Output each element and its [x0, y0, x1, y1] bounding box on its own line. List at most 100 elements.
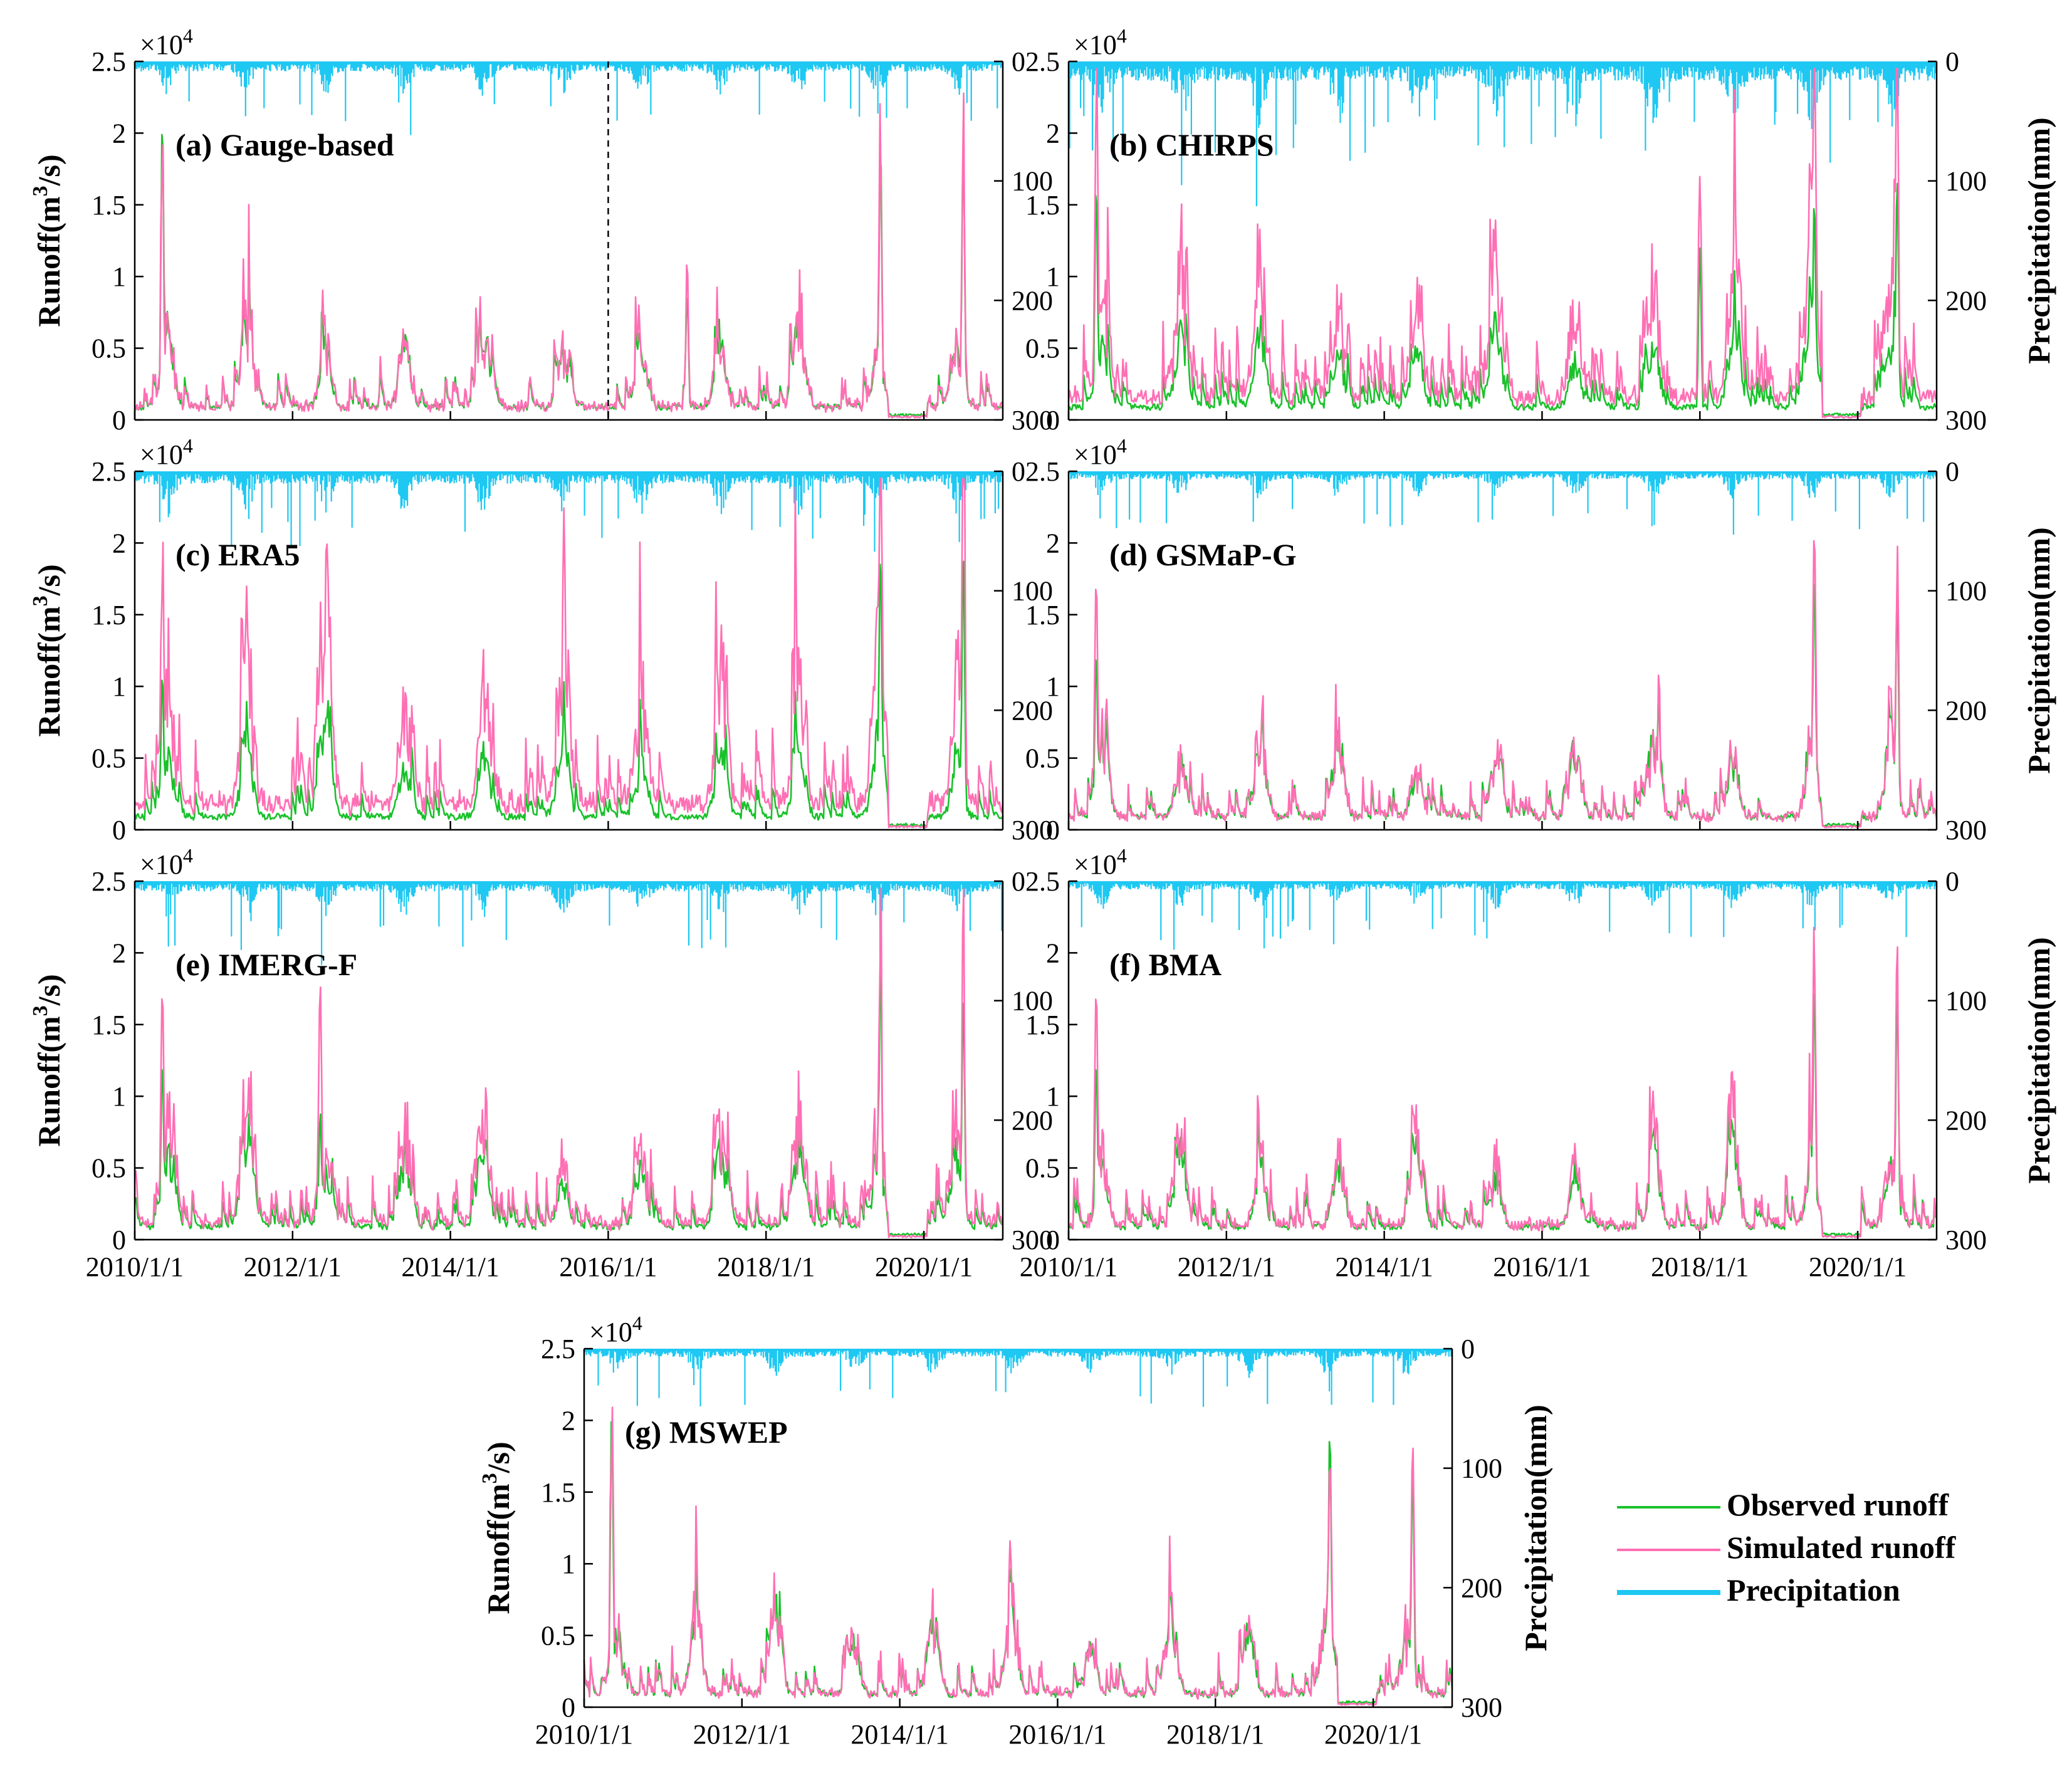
panel-6: 0 0.5 1 1.5 2 2.5 0 100 200 300 2010/1/1 2012/1/1 20…	[478, 1312, 1553, 1750]
x-tick-label: 2010/1/1	[1020, 1252, 1117, 1282]
right-tick-label: 100	[1945, 576, 1987, 607]
observed-runoff-series	[1067, 583, 1938, 827]
simulated-runoff-series	[133, 92, 1004, 419]
right-tick-label: 300	[1945, 405, 1987, 436]
right-tick-label: 0	[1945, 866, 1959, 897]
right-tick-label: 300	[1461, 1692, 1502, 1723]
left-tick-label: 2	[1046, 938, 1060, 968]
x-tick-label: 2016/1/1	[1493, 1252, 1591, 1282]
y-left-label-sup: 3	[29, 1005, 52, 1016]
right-tick-label: 200	[1945, 1105, 1987, 1136]
right-tick-label: 200	[1012, 285, 1053, 316]
y-left-label-sup: 3	[29, 186, 52, 196]
y-left-label: Runoff(m3/s)	[29, 564, 66, 736]
left-tick-label: 0.5	[92, 1153, 126, 1184]
panel-2: 0 0.5 1 1.5 2 2.5 0 100 200 300 ×104 (c) ERA5 Runoff…	[29, 434, 1053, 845]
y-right-label: Prccipitation(mm)	[1518, 1404, 1553, 1651]
y-multiplier: ×104	[589, 1312, 642, 1347]
y-multiplier-exp: 4	[632, 1312, 642, 1334]
y-multiplier-exp: 4	[1117, 844, 1127, 867]
legend-item-simulated: Simulated runoff	[1617, 1529, 2056, 1571]
legend-swatch-observed	[1617, 1506, 1720, 1509]
right-tick-label: 300	[1012, 815, 1053, 845]
left-tick-label: 0	[562, 1692, 575, 1723]
x-tick-label: 2020/1/1	[1809, 1252, 1907, 1282]
left-tick-label: 0.5	[1025, 1153, 1060, 1184]
panel-4: 0 0.5 1 1.5 2 2.5 0 100 200 300 2010/1/1 2012/1/1 20…	[29, 844, 1053, 1282]
panel-3: 0 0.5 1 1.5 2 2.5 0 100 200 300 ×104 (d) GSMaP-G Pre…	[1025, 434, 2056, 845]
x-tick-label: 2014/1/1	[401, 1252, 499, 1282]
y-multiplier: ×104	[140, 434, 193, 470]
legend-swatch-simulated	[1617, 1549, 1720, 1551]
legend: Observed runoff Simulated runoff Precipi…	[1617, 1487, 2056, 1631]
legend-item-precipitation: Precipitation	[1617, 1572, 2056, 1613]
y-multiplier: ×104	[140, 24, 193, 60]
left-tick-label: 1	[112, 1081, 126, 1112]
simulated-runoff-series	[1067, 68, 1938, 419]
observed-runoff-series	[1067, 182, 1937, 417]
left-tick-label: 2.5	[541, 1334, 575, 1364]
right-tick-label: 0	[1012, 46, 1025, 77]
observed-runoff-series	[133, 560, 1004, 827]
right-tick-label: 100	[1945, 166, 1987, 197]
x-tick-label: 2020/1/1	[1324, 1719, 1422, 1750]
simulated-runoff-series	[1068, 540, 1938, 829]
y-left-label-sup: 3	[478, 1473, 501, 1483]
left-tick-label: 2	[1046, 528, 1060, 558]
left-tick-label: 0	[1046, 405, 1060, 436]
left-tick-label: 0	[112, 815, 126, 845]
left-tick-label: 2	[112, 938, 126, 968]
left-tick-label: 1.5	[1025, 190, 1060, 221]
left-tick-label: 1	[112, 671, 126, 702]
left-tick-label: 1	[562, 1549, 575, 1579]
simulated-runoff-series	[133, 478, 1004, 829]
simulated-runoff-series	[133, 887, 1004, 1238]
x-tick-label: 2010/1/1	[86, 1252, 184, 1282]
left-tick-label: 1.5	[92, 1010, 126, 1040]
left-tick-label: 0	[112, 405, 126, 436]
right-tick-label: 100	[1012, 986, 1053, 1017]
left-tick-label: 2	[562, 1405, 575, 1436]
precipitation-series	[133, 61, 1004, 135]
panel-5: 0 0.5 1 1.5 2 2.5 0 100 200 300 2010/1/1 2012/1/1 20…	[1020, 844, 2056, 1282]
legend-label-observed: Observed runoff	[1727, 1487, 1949, 1522]
x-tick-label: 2018/1/1	[1166, 1719, 1264, 1750]
x-tick-label: 2018/1/1	[717, 1252, 815, 1282]
panel-label: (f) BMA	[1109, 947, 1222, 982]
x-tick-label: 2014/1/1	[850, 1719, 948, 1750]
left-tick-label: 2.5	[92, 46, 126, 77]
left-tick-label: 0.5	[541, 1621, 575, 1651]
right-tick-label: 0	[1012, 866, 1025, 897]
y-right-label: Precipitation(mm)	[2021, 937, 2056, 1183]
right-tick-label: 100	[1012, 166, 1053, 197]
y-multiplier-exp: 4	[183, 844, 193, 867]
y-left-label-sup: 3	[29, 595, 52, 606]
x-tick-label: 2018/1/1	[1651, 1252, 1749, 1282]
right-tick-label: 200	[1461, 1572, 1502, 1603]
left-tick-label: 0.5	[92, 333, 126, 364]
left-tick-label: 1.5	[541, 1477, 575, 1508]
y-left-label: Runoff(m3/s)	[478, 1441, 516, 1614]
left-tick-label: 1	[1046, 671, 1060, 702]
x-tick-label: 2016/1/1	[559, 1252, 657, 1282]
precipitation-series	[1067, 471, 1938, 535]
y-left-label-suffix: /s)	[31, 564, 66, 596]
y-right-label: Precipitation(mm)	[2021, 117, 2056, 363]
left-tick-label: 2.5	[1025, 456, 1060, 487]
left-tick-label: 1.5	[1025, 600, 1060, 630]
left-tick-label: 2	[1046, 118, 1060, 149]
y-right-label: Precipitation(mm)	[2021, 527, 2056, 773]
left-tick-label: 0.5	[1025, 333, 1060, 364]
left-tick-label: 0.5	[92, 743, 126, 774]
left-tick-label: 2.5	[1025, 866, 1060, 897]
y-left-label: Runoff(m3/s)	[29, 974, 66, 1146]
legend-item-observed: Observed runoff	[1617, 1487, 2056, 1528]
y-left-label-suffix: /s)	[31, 974, 66, 1006]
x-tick-label: 2016/1/1	[1008, 1719, 1106, 1750]
x-tick-label: 2014/1/1	[1335, 1252, 1433, 1282]
precipitation-series	[583, 1349, 1453, 1407]
left-tick-label: 2.5	[92, 456, 126, 487]
y-multiplier: ×104	[1074, 24, 1127, 60]
panel-label: (d) GSMaP-G	[1109, 537, 1297, 572]
panel-1: 0 0.5 1 1.5 2 2.5 0 100 200 300 ×104 (b) CHIRPS Prec…	[1025, 24, 2056, 436]
